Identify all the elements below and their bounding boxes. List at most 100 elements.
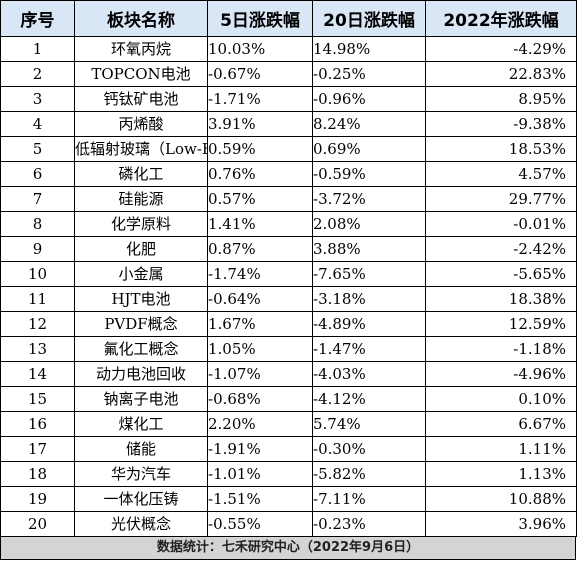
table-row: 13 氟化工概念 1.05% -1.47% -1.18% — [0, 336, 577, 362]
header-rank: 序号 — [0, 0, 75, 37]
sector-name-cell: 一体化压铸 — [74, 486, 208, 512]
sector-name-cell: 钙钛矿电池 — [74, 86, 208, 112]
table-row: 6 磷化工 0.76% -0.59% 4.57% — [0, 161, 577, 187]
change-20day-cell: 0.69% — [312, 136, 426, 162]
header-2022-change: 2022年涨跌幅 — [425, 0, 577, 37]
rank-cell: 13 — [0, 336, 75, 362]
change-20day-cell: -0.23% — [312, 511, 426, 537]
change-20day-cell: -4.03% — [312, 361, 426, 387]
table-row: 15 钠离子电池 -0.68% -4.12% 0.10% — [0, 386, 577, 412]
change-2022-cell: 12.59% — [425, 311, 577, 337]
table-row: 8 化学原料 1.41% 2.08% -0.01% — [0, 211, 577, 237]
table-row: 1 环氧丙烷 10.03% 14.98% -4.29% — [0, 36, 577, 62]
sector-name-cell: 化学原料 — [74, 211, 208, 237]
change-20day-cell: -1.47% — [312, 336, 426, 362]
change-2022-cell: -5.65% — [425, 261, 577, 287]
change-2022-cell: 18.53% — [425, 136, 577, 162]
sector-name-cell: 小金属 — [74, 261, 208, 287]
change-20day-cell: 8.24% — [312, 111, 426, 137]
change-5day-cell: -1.91% — [207, 436, 313, 462]
rank-cell: 1 — [0, 36, 75, 62]
change-2022-cell: 4.57% — [425, 161, 577, 187]
sector-name-cell: 化肥 — [74, 236, 208, 262]
change-20day-cell: -4.12% — [312, 386, 426, 412]
change-20day-cell: 2.08% — [312, 211, 426, 237]
change-20day-cell: -0.25% — [312, 61, 426, 87]
sector-name-cell: 氟化工概念 — [74, 336, 208, 362]
table-row: 16 煤化工 2.20% 5.74% 6.67% — [0, 411, 577, 437]
sector-name-cell: TOPCON电池 — [74, 61, 208, 87]
table-row: 2 TOPCON电池 -0.67% -0.25% 22.83% — [0, 61, 577, 87]
change-5day-cell: 3.91% — [207, 111, 313, 137]
rank-cell: 11 — [0, 286, 75, 312]
change-5day-cell: -0.64% — [207, 286, 313, 312]
change-2022-cell: -4.96% — [425, 361, 577, 387]
change-2022-cell: 8.95% — [425, 86, 577, 112]
sector-name-cell: 低辐射玻璃（Low-E） — [74, 136, 208, 162]
change-20day-cell: -0.30% — [312, 436, 426, 462]
sector-name-cell: 光伏概念 — [74, 511, 208, 537]
change-20day-cell: 3.88% — [312, 236, 426, 262]
table-row: 7 硅能源 0.57% -3.72% 29.77% — [0, 186, 577, 212]
sector-name-cell: 储能 — [74, 436, 208, 462]
rank-cell: 10 — [0, 261, 75, 287]
sector-name-cell: 煤化工 — [74, 411, 208, 437]
sector-name-cell: HJT电池 — [74, 286, 208, 312]
change-2022-cell: 22.83% — [425, 61, 577, 87]
change-20day-cell: -7.11% — [312, 486, 426, 512]
change-5day-cell: 0.59% — [207, 136, 313, 162]
change-5day-cell: -1.74% — [207, 261, 313, 287]
rank-cell: 7 — [0, 186, 75, 212]
table-row: 12 PVDF概念 1.67% -4.89% 12.59% — [0, 311, 577, 337]
change-5day-cell: 1.05% — [207, 336, 313, 362]
change-2022-cell: 10.88% — [425, 486, 577, 512]
change-2022-cell: -0.01% — [425, 211, 577, 237]
change-5day-cell: -0.68% — [207, 386, 313, 412]
rank-cell: 3 — [0, 86, 75, 112]
table-row: 11 HJT电池 -0.64% -3.18% 18.38% — [0, 286, 577, 312]
table-row: 20 光伏概念 -0.55% -0.23% 3.96% — [0, 511, 577, 537]
rank-cell: 8 — [0, 211, 75, 237]
rank-cell: 14 — [0, 361, 75, 387]
change-2022-cell: 1.11% — [425, 436, 577, 462]
change-2022-cell: -9.38% — [425, 111, 577, 137]
change-20day-cell: -3.72% — [312, 186, 426, 212]
sector-name-cell: 丙烯酸 — [74, 111, 208, 137]
data-source-footer: 数据统计：七禾研究中心（2022年9月6日） — [0, 537, 576, 560]
change-5day-cell: 1.41% — [207, 211, 313, 237]
change-20day-cell: -4.89% — [312, 311, 426, 337]
table-row: 17 储能 -1.91% -0.30% 1.11% — [0, 436, 577, 462]
change-5day-cell: -1.07% — [207, 361, 313, 387]
header-sector-name: 板块名称 — [74, 0, 208, 37]
rank-cell: 2 — [0, 61, 75, 87]
sector-name-cell: 环氧丙烷 — [74, 36, 208, 62]
change-5day-cell: 2.20% — [207, 411, 313, 437]
sector-name-cell: 钠离子电池 — [74, 386, 208, 412]
change-2022-cell: -2.42% — [425, 236, 577, 262]
change-5day-cell: -1.71% — [207, 86, 313, 112]
sector-name-cell: PVDF概念 — [74, 311, 208, 337]
rank-cell: 20 — [0, 511, 75, 537]
change-5day-cell: -0.67% — [207, 61, 313, 87]
change-20day-cell: -0.96% — [312, 86, 426, 112]
rank-cell: 4 — [0, 111, 75, 137]
table-body: 1 环氧丙烷 10.03% 14.98% -4.29% 2 TOPCON电池 -0.67% -0… — [0, 36, 577, 537]
change-2022-cell: 18.38% — [425, 286, 577, 312]
sector-name-cell: 华为汽车 — [74, 461, 208, 487]
table-row: 10 小金属 -1.74% -7.65% -5.65% — [0, 261, 577, 287]
change-20day-cell: 14.98% — [312, 36, 426, 62]
rank-cell: 6 — [0, 161, 75, 187]
table-row: 19 一体化压铸 -1.51% -7.11% 10.88% — [0, 486, 577, 512]
header-row: 序号 板块名称 5日涨跌幅 20日涨跌幅 2022年涨跌幅 — [0, 0, 577, 37]
change-5day-cell: 0.87% — [207, 236, 313, 262]
table-row: 18 华为汽车 -1.01% -5.82% 1.13% — [0, 461, 577, 487]
table-row: 4 丙烯酸 3.91% 8.24% -9.38% — [0, 111, 577, 137]
sector-name-cell: 动力电池回收 — [74, 361, 208, 387]
rank-cell: 5 — [0, 136, 75, 162]
change-20day-cell: -5.82% — [312, 461, 426, 487]
rank-cell: 15 — [0, 386, 75, 412]
rank-cell: 19 — [0, 486, 75, 512]
rank-cell: 17 — [0, 436, 75, 462]
change-20day-cell: 5.74% — [312, 411, 426, 437]
